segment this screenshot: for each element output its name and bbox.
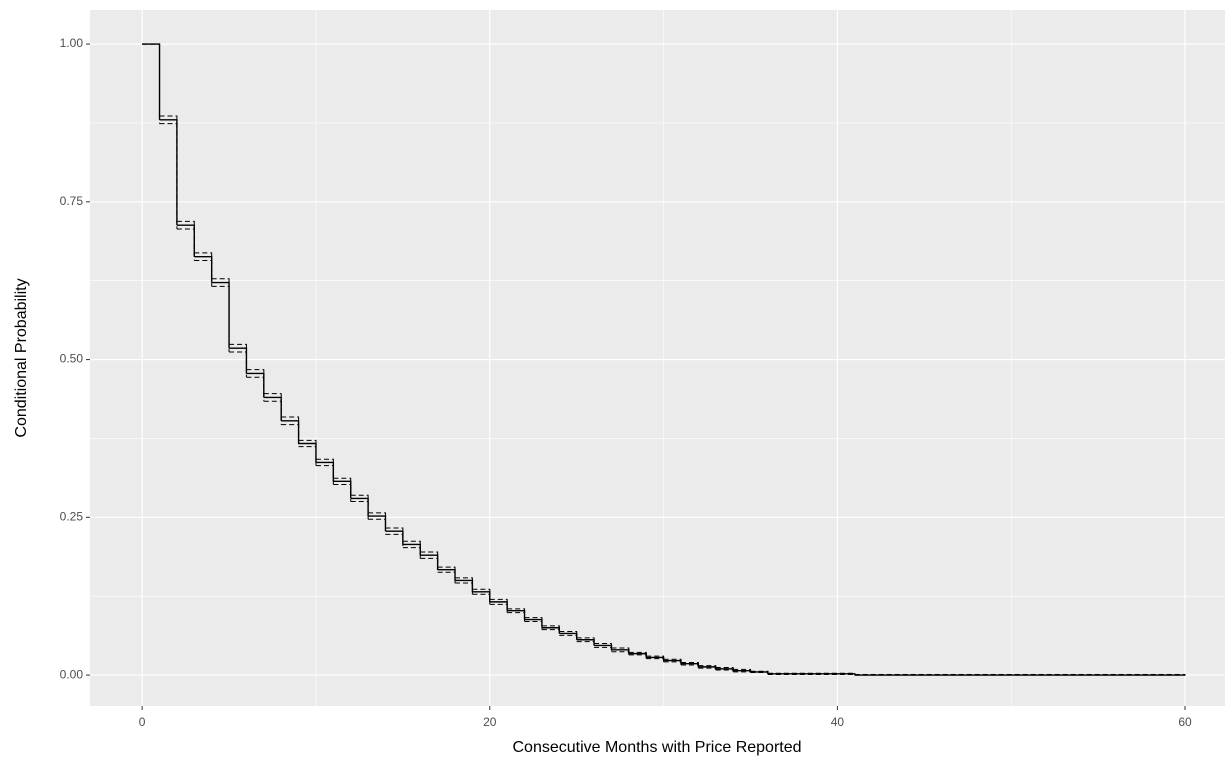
step-segment (541, 629, 560, 636)
step-segment (594, 646, 612, 652)
step-segment (350, 494, 369, 513)
step-segment (611, 651, 630, 655)
step-segment (611, 647, 630, 653)
step-segment (368, 512, 386, 529)
step-segment (715, 667, 734, 670)
step-segment (628, 654, 647, 659)
step-segment (507, 608, 526, 618)
y-tick-label: 0.50 (60, 352, 84, 366)
step-segment (281, 424, 300, 447)
y-tick-label: 0.75 (60, 194, 84, 208)
step-segment (159, 115, 178, 222)
step-segment (663, 661, 682, 665)
step-segment (298, 446, 317, 466)
step-segment (559, 634, 578, 642)
step-segment (541, 625, 560, 632)
x-tick-label: 40 (831, 715, 845, 729)
step-segment (229, 351, 247, 378)
step-segment (229, 347, 248, 374)
step-segment (524, 620, 543, 630)
x-tick-label: 60 (1178, 715, 1192, 729)
step-segment (176, 220, 195, 253)
step-segment (315, 458, 334, 479)
step-segment (298, 439, 317, 460)
step-segment (750, 672, 769, 675)
step-segment (385, 533, 404, 548)
step-segment (576, 637, 595, 644)
y-axis-title: Conditional Probability (13, 278, 30, 437)
step-segment (489, 598, 508, 609)
step-segment (559, 631, 578, 638)
step-segment (333, 484, 352, 502)
step-segment (437, 571, 456, 583)
step-segment (194, 260, 213, 287)
step-segment (333, 477, 352, 496)
y-tick-label: 0.25 (60, 510, 84, 524)
step-segment (646, 658, 665, 662)
step-segment (733, 671, 751, 673)
step-segment (368, 518, 386, 535)
step-segment (142, 43, 161, 124)
step-segment (159, 123, 178, 229)
step-segment (211, 278, 230, 345)
step-segment (507, 612, 526, 622)
step-segment (350, 501, 369, 520)
step-segment (733, 668, 751, 672)
panel (90, 10, 1225, 706)
step-segment (211, 285, 230, 353)
step-segment (176, 228, 195, 261)
step-segment (472, 593, 491, 605)
step-segment (524, 617, 543, 626)
step-segment (576, 641, 595, 648)
step-segment (246, 376, 265, 402)
x-tick-label: 20 (483, 715, 497, 729)
step-segment (246, 372, 265, 398)
x-tick-label: 0 (139, 715, 146, 729)
step-segment (420, 557, 439, 573)
step-segment (698, 665, 717, 668)
step-segment (715, 669, 734, 672)
step-segment (263, 400, 282, 425)
step-segment (680, 664, 699, 669)
step-segment (489, 603, 508, 613)
step-segment (402, 547, 421, 559)
y-tick-label: 0.00 (60, 667, 84, 681)
y-tick-label: 1.00 (60, 36, 84, 50)
step-segment (767, 672, 856, 675)
step-segment (698, 667, 717, 671)
step-segment (194, 256, 213, 283)
step-segment (767, 673, 856, 676)
step-segment (420, 551, 439, 568)
step-segment (594, 643, 612, 648)
step-segment (315, 465, 334, 485)
step-segment (455, 582, 473, 595)
x-axis-title: Consecutive Months with Price Reported (512, 739, 801, 756)
